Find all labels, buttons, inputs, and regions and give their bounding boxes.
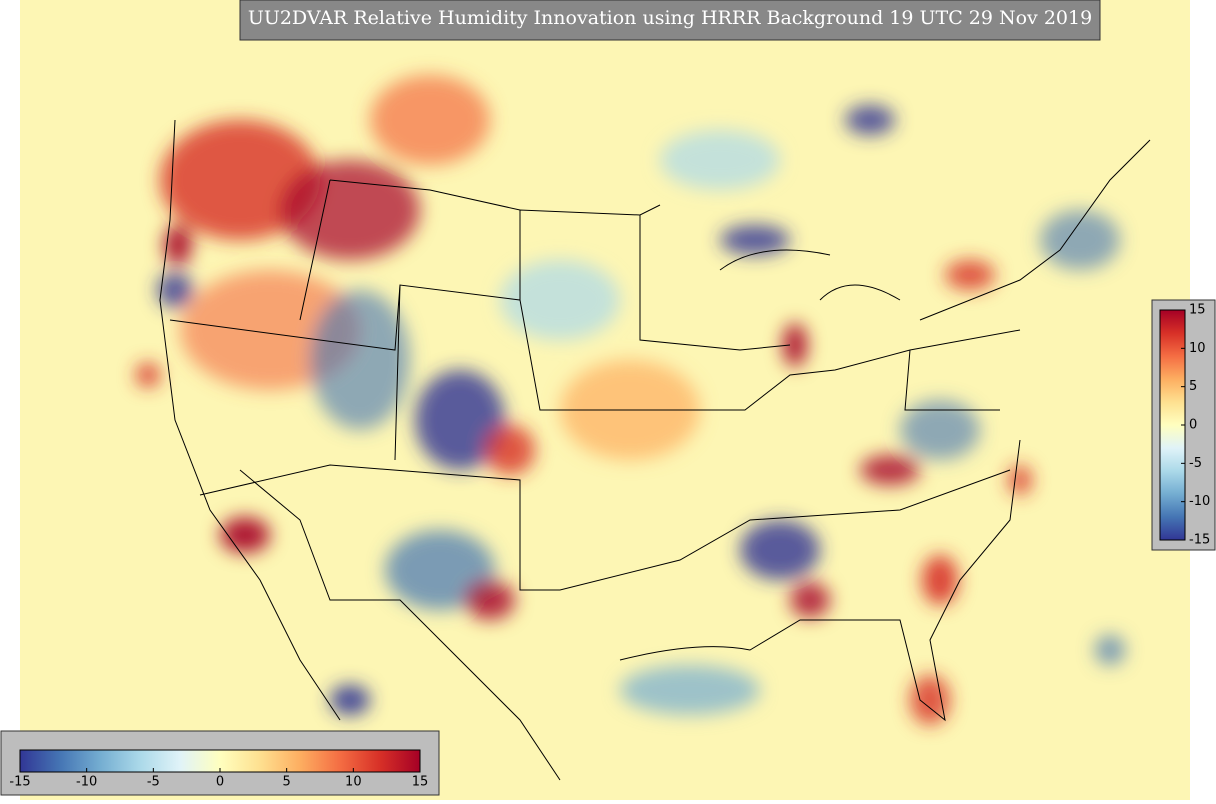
map (20, 0, 1190, 800)
colorbar-tick-label: 5 (1189, 379, 1197, 394)
map-title: UU2DVAR Relative Humidity Innovation usi… (248, 7, 1092, 29)
colorbar-tick-label: 15 (1189, 303, 1206, 318)
colorbar-tick-label: -10 (76, 775, 97, 790)
colorbar-tick-label: 0 (1189, 418, 1197, 433)
colorbar-tick-label: -15 (9, 775, 30, 790)
colorbar-tick-label: 10 (345, 775, 362, 790)
innovation-field (136, 75, 1125, 725)
boundaries (159, 119, 1151, 781)
title-box (239, 0, 1101, 41)
colorbar-tick-label: -5 (1189, 456, 1202, 471)
colorbar-tick-label: -10 (1189, 494, 1210, 509)
colorbar-tick-label: 0 (216, 775, 224, 790)
colorbar-tick-label: 15 (412, 775, 429, 790)
colorbar-tick-label: 10 (1189, 341, 1206, 356)
colorbar-tick-label: -15 (1189, 533, 1210, 548)
colorbar-tick-label: 5 (283, 775, 291, 790)
colorbar-tick-label: -5 (147, 775, 160, 790)
